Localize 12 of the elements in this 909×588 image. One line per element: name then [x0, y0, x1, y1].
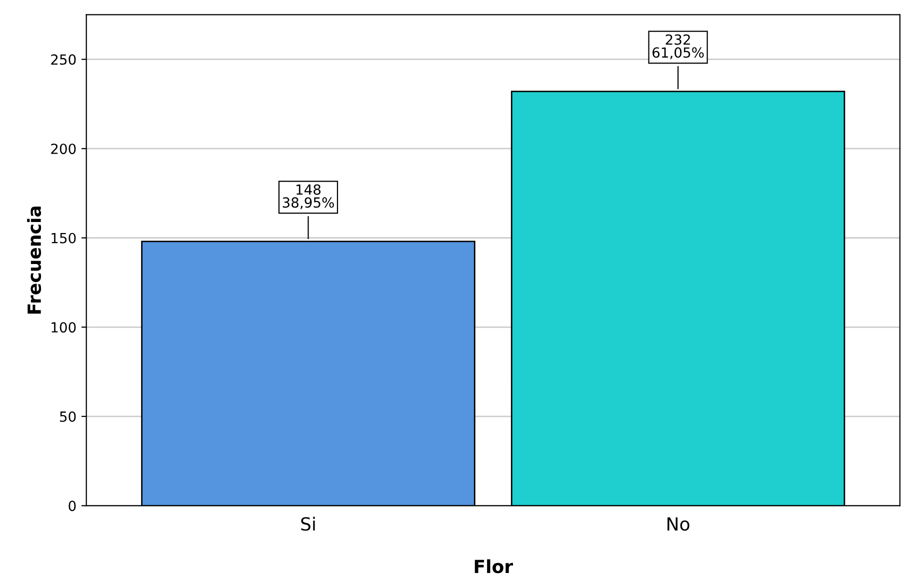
x-tick-label: No [668, 517, 690, 531]
data-label: 232 61,05% [652, 34, 704, 60]
y-tick-label: 50 [60, 411, 76, 422]
y-tick-label: 250 [51, 54, 76, 65]
y-tick-label: 150 [52, 232, 76, 244]
data-label: 148 38,95% [282, 184, 334, 210]
y-tick-label: 0 [68, 500, 76, 512]
y-tick-label: 200 [51, 144, 76, 154]
x-tick-label: Si [301, 516, 315, 531]
x-axis-title: Flor [474, 559, 513, 574]
y-tick-label: 100 [52, 322, 76, 333]
y-axis-title: Frecuencia [27, 206, 42, 314]
